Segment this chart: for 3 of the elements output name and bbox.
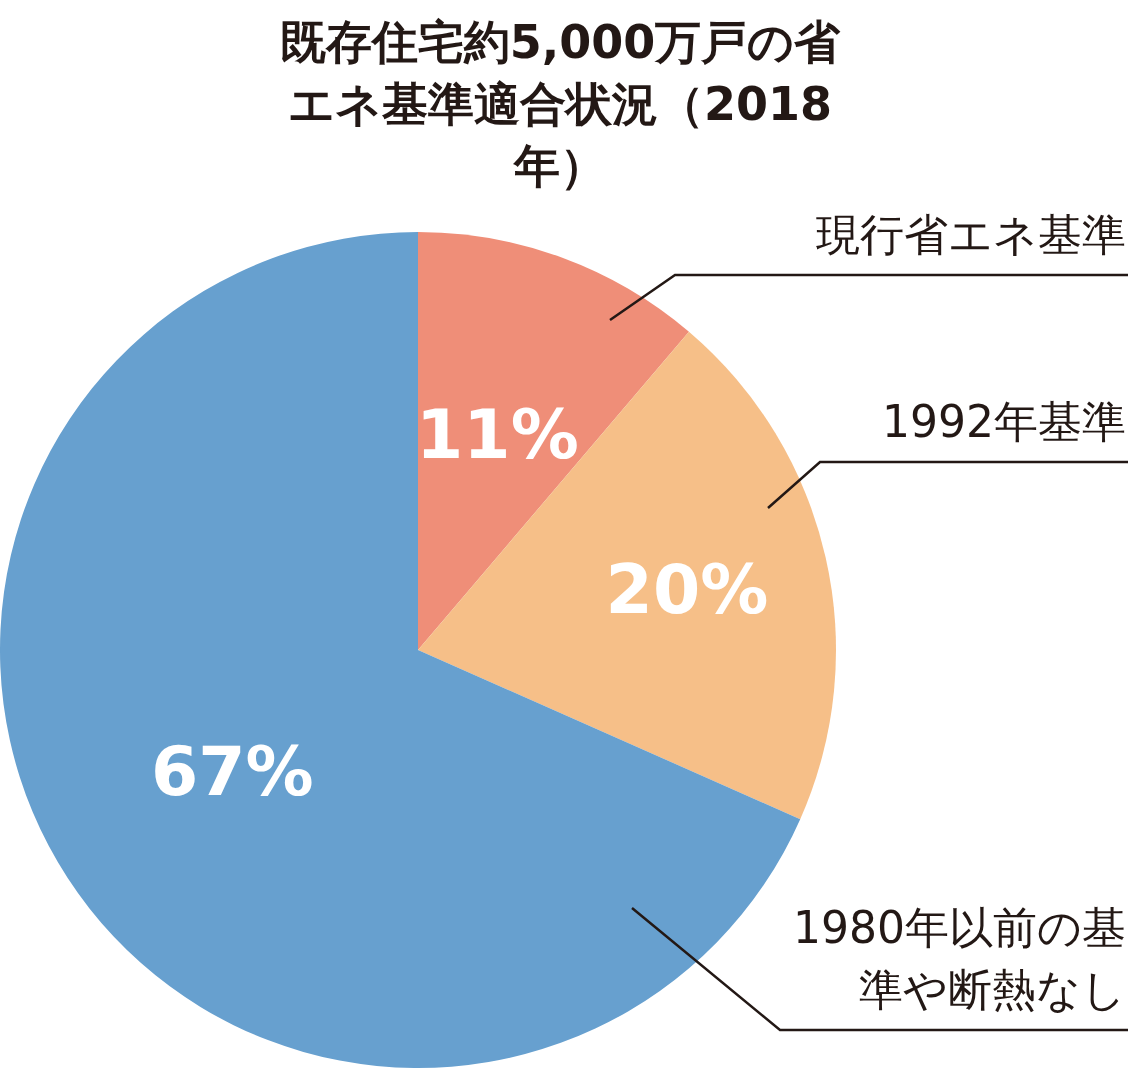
title: 既存住宅約5,000万戸の省 (279, 15, 841, 69)
title: 年） (514, 139, 606, 193)
title: エネ基準適合状況（2018 (288, 77, 832, 131)
